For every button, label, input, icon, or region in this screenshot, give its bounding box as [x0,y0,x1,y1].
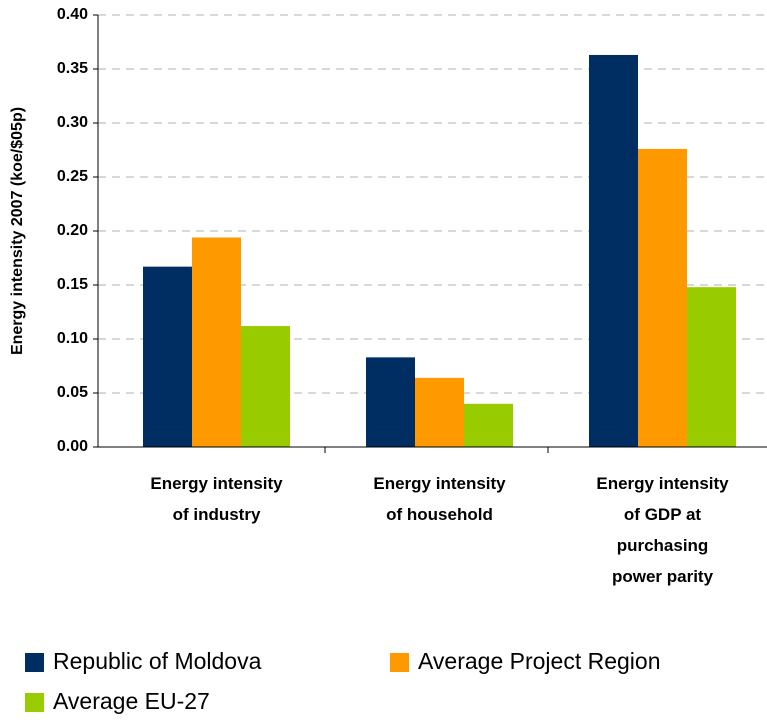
y-tick-label: 0.35 [57,60,88,77]
y-tick-label: 0.00 [57,438,88,455]
legend-label: Average Project Region [418,648,661,674]
bar [638,148,687,448]
bar [143,266,192,447]
y-tick-label: 0.20 [57,222,88,239]
bar [589,54,638,448]
legend-swatch [25,653,44,672]
bar [366,357,415,447]
y-tick-label: 0.40 [57,6,88,23]
y-tick-label: 0.15 [57,276,88,293]
x-tick-label: Energy intensity of industry [150,474,283,524]
bar [464,403,513,447]
bar [192,237,241,447]
bar [415,377,464,447]
y-tick-label: 0.25 [57,168,88,185]
legend-swatch [25,693,44,712]
bar [241,326,290,447]
bar [687,287,736,447]
x-tick-label: Energy intensity of household [373,474,506,524]
y-tick-label: 0.10 [57,330,88,347]
legend-label: Republic of Moldova [53,648,262,674]
y-tick-label: 0.30 [57,114,88,131]
y-axis-label: Energy intensity 2007 (koe/$05p) [9,107,26,355]
legend-label: Average EU-27 [53,688,210,714]
x-tick-label: Energy intensity of GDP at purchasing power… [596,474,729,586]
legend-swatch [390,653,409,672]
y-tick-label: 0.05 [57,384,88,401]
